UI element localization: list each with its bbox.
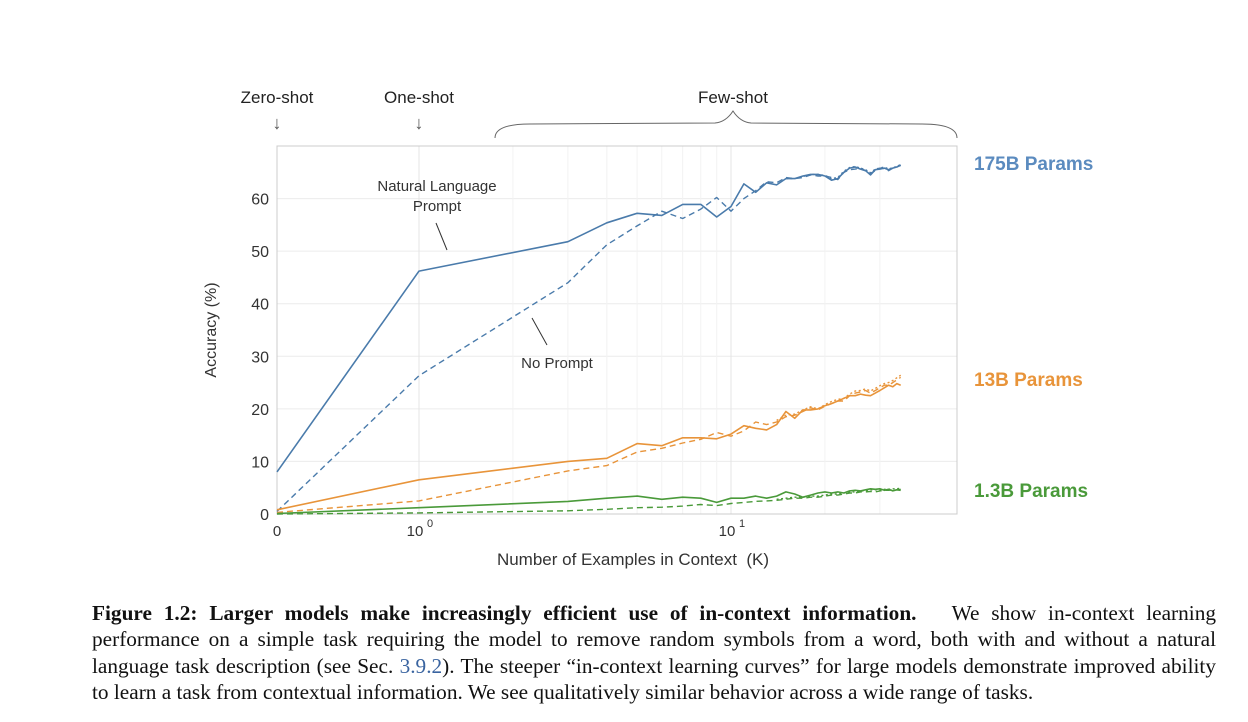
annotation-natural-language-prompt-line-2: Prompt: [413, 198, 462, 215]
x-axis-ticks: 0 10 0 10 1: [273, 518, 745, 540]
caption-title: Larger models make increasingly efficien…: [209, 601, 917, 625]
model-label-175b: 175B Params: [974, 154, 1093, 175]
series-line-175b-params-dotted: [785, 163, 902, 180]
x-tick-label: 10 0: [407, 518, 433, 540]
series-layer: [276, 163, 902, 515]
x-tick-label: 10 1: [719, 518, 745, 540]
y-axis-label: Accuracy (%): [203, 282, 220, 377]
x-axis-label: Number of Examples in Context (K): [497, 550, 769, 569]
series-line-175b-params-solid: [276, 164, 902, 473]
x-tick-exponent: 0: [427, 518, 433, 530]
y-tick-label: 30: [251, 349, 269, 366]
caption-body-1: We show in-context learning performance …: [92, 601, 1216, 678]
x-tick-base: 0: [273, 523, 281, 540]
y-tick-label: 40: [251, 297, 269, 314]
region-label-zero-shot: Zero-shot: [241, 88, 314, 107]
caption-section-link[interactable]: 3.9.2: [399, 653, 443, 678]
y-tick-label: 20: [251, 402, 269, 419]
x-tick-base: 10: [719, 523, 736, 540]
y-tick-label: 10: [251, 454, 269, 471]
figure-caption: Figure 1.2: Larger models make increasin…: [92, 600, 1216, 722]
few-shot-brace: [494, 110, 958, 139]
region-label-one-shot: One-shot: [384, 88, 454, 107]
x-tick-exponent: 1: [739, 518, 745, 530]
series-line-175b-params-dashed: [276, 164, 901, 512]
model-label-13b: 13B Params: [974, 370, 1083, 391]
caption-body-2: ). The steeper “in-context learning curv…: [92, 653, 1216, 705]
series-line-13b-params-dotted: [776, 374, 902, 422]
caption-label: Figure 1.2:: [92, 601, 198, 625]
y-tick-label: 0: [260, 507, 269, 524]
zero-shot-arrow-icon: ↓: [273, 113, 282, 133]
model-label-1-3b: 1.3B Params: [974, 481, 1088, 502]
x-tick-label: 0: [273, 523, 281, 540]
y-tick-label: 60: [251, 192, 269, 209]
plot-frame: [276, 145, 958, 515]
annotation-natural-language-prompt-pointer: [435, 222, 448, 251]
annotation-natural-language-prompt-line-1: Natural Language: [377, 178, 496, 195]
x-tick-base: 10: [407, 523, 424, 540]
annotation-no-prompt: No Prompt: [521, 355, 594, 372]
y-tick-label: 50: [251, 244, 269, 261]
series-line-1-3b-params-dashed: [276, 488, 901, 515]
grid: [277, 146, 957, 514]
series-line-13b-params-solid: [276, 382, 902, 511]
annotation-no-prompt-pointer: [531, 317, 548, 346]
y-axis-ticks: 0 10 20 30 40 50 60: [251, 192, 269, 524]
series-line-13b-params-dashed: [276, 376, 902, 514]
series-line-1-3b-params-solid: [276, 487, 901, 515]
region-label-few-shot: Few-shot: [698, 88, 768, 107]
one-shot-arrow-icon: ↓: [415, 113, 424, 133]
